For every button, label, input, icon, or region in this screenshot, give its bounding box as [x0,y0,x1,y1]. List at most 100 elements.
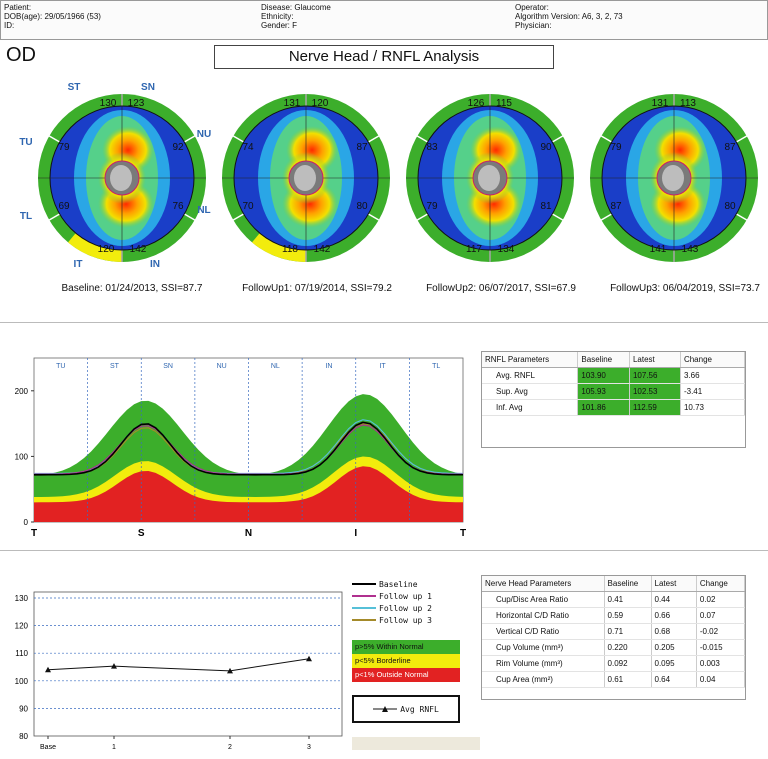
legend-outside-normal: p<1% Outside Normal [352,668,460,682]
data-point [227,667,233,674]
x-axis-label: T [31,528,37,539]
x-tick-label: 1 [112,744,116,751]
sector-value: 76 [172,201,184,212]
sector-value: 81 [540,201,552,212]
sector-label: ST [68,82,81,93]
triangle-marker-icon [373,706,398,712]
legend-borderline: p<5% Borderline [352,654,460,668]
divider [0,550,768,551]
x-axis-label: T [460,528,466,539]
tsnit-sector-label: NL [271,363,280,370]
table-header: Change [696,576,746,592]
eye-label: OD [6,44,36,66]
table-cell: 0.66 [651,607,697,624]
table-cell: Cup Volume (mm³) [482,639,605,656]
thickness-map: 130 123 92 76 142 120 69 79 [38,94,206,262]
sector-label: TL [20,211,32,222]
scan-caption: FollowUp2: 06/07/2017, SSI=67.9 [426,283,576,294]
sector-value: 80 [356,201,368,212]
tsnit-sector-label: IT [379,363,386,370]
legend-follow3: Follow up 3 [379,615,432,625]
sector-value: 130 [100,98,117,109]
avg-rnfl-legend-label: Avg RNFL [400,704,439,714]
table-cell: 0.64 [651,671,697,688]
physician-label: Physician: [515,21,552,30]
sector-value: 87 [724,142,736,153]
y-tick-label: 0 [24,518,29,527]
sector-value: 90 [540,142,552,153]
nerve-head-parameters-table: Nerve Head Parameters Baseline Latest Chang… [481,575,746,700]
y-tick-label: 90 [19,704,28,713]
table-cell: 0.41 [604,591,652,608]
table-cell: 0.220 [604,639,652,656]
tsnit-sector-label: NU [217,363,227,370]
legend-within-normal: p>5% Within Normal [352,640,460,654]
tsnit-sector-label: IN [325,363,332,370]
sector-value: 87 [610,201,622,212]
table-cell: 0.04 [696,671,746,688]
sector-value: 79 [58,142,70,153]
patient-info-header: Patient: DOB(age): 29/05/1966 (53) ID: D… [0,0,768,40]
thickness-map: 131 120 87 80 142 118 70 74 [222,94,390,262]
sector-value: 141 [650,244,667,255]
avg-rnfl-legend: Avg RNFL [352,695,460,723]
legend-follow1: Follow up 1 [379,591,432,601]
sector-value: 92 [172,142,184,153]
table-cell: -0.02 [696,623,746,640]
rnfl-parameters-table: RNFL Parameters Baseline Latest Change Avg. … [481,351,746,448]
sector-value: 115 [496,98,512,109]
x-tick-label: Base [40,744,56,751]
disease-label: Disease: Glaucome [261,3,331,12]
legend-baseline: Baseline [379,579,418,589]
table-cell: 105.93 [577,383,630,400]
table-cell: 102.53 [629,383,681,400]
series-legend: Baseline Follow up 1 Follow up 2 Follow … [352,578,482,626]
sector-value: 80 [724,201,736,212]
legend-follow2: Follow up 2 [379,603,432,613]
table-header: Baseline [577,352,630,368]
operator-label: Operator: [515,3,549,12]
tsnit-sector-label: TL [432,363,440,370]
y-tick-label: 120 [15,622,29,631]
table-cell: Cup/Disc Area Ratio [482,591,605,608]
sector-value: 142 [130,244,147,255]
table-cell: Rim Volume (mm³) [482,655,605,672]
patient-label: Patient: [4,3,32,12]
avg-rnfl-line [47,658,310,672]
data-point [306,655,312,662]
tsnit-sector-label: TU [56,363,65,370]
scan-caption: FollowUp1: 07/19/2014, SSI=79.2 [242,283,392,294]
divider [0,322,768,323]
sector-label: IT [74,259,83,270]
table-header: Latest [629,352,681,368]
sector-value: 79 [610,142,622,153]
sector-label: TU [19,137,32,148]
scan-caption: Baseline: 01/24/2013, SSI=87.7 [61,283,203,294]
table-cell: 0.59 [604,607,652,624]
gender-label: Gender: F [261,21,298,30]
sector-label: NL [197,205,210,216]
table-row: Horizontal C/D Ratio 0.59 0.66 0.07 [482,607,746,624]
table-cell: 103.90 [577,367,630,384]
table-row: Sup. Avg 105.93 102.53 -3.41 [482,383,746,400]
sector-value: 118 [282,244,298,255]
y-tick-label: 100 [15,452,29,461]
ethnicity-label: Ethnicity: [261,12,294,21]
table-cell: Sup. Avg [482,383,579,400]
algorithm-label: Algorithm Version: A6, 3, 2, 73 [515,12,623,21]
tsnit-line-baseline [33,421,464,476]
tsnit-sector-label: SN [163,363,173,370]
table-cell: Cup Area (mm²) [482,671,605,688]
table-row: Vertical C/D Ratio 0.71 0.68 -0.02 [482,623,746,640]
table-header: RNFL Parameters [482,352,579,368]
sector-label: NU [197,129,211,140]
x-axis-label: S [138,528,145,539]
data-point [111,663,117,669]
table-header: Baseline [604,576,652,592]
table-cell: 0.71 [604,623,652,640]
sector-value: 87 [356,142,368,153]
table-cell: 0.092 [604,655,652,672]
table-cell: 0.07 [696,607,746,624]
table-cell: 107.56 [629,367,681,384]
dob-label: DOB(age): 29/05/1966 (53) [4,12,101,21]
